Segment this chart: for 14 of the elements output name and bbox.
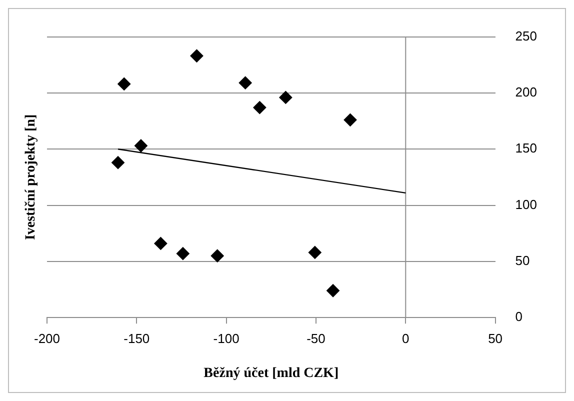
y-tick-label: 200 <box>515 84 538 100</box>
y-tick-label: 100 <box>515 196 538 212</box>
y-tick-label: 0 <box>515 309 523 324</box>
x-tick-label: -150 <box>124 330 150 346</box>
x-tick-label: 50 <box>488 330 503 346</box>
y-axis-title: Ivestiční projekty [n] <box>24 114 39 240</box>
x-axis-title: Běžný účet [mld CZK] <box>204 366 339 382</box>
x-tick-label: 0 <box>402 330 410 346</box>
y-tick-label: 250 <box>515 28 538 44</box>
y-tick-label: 50 <box>515 253 530 268</box>
x-tick-label: -100 <box>213 330 240 346</box>
x-tick-label: -200 <box>34 330 60 346</box>
x-tick-label: -50 <box>306 330 326 346</box>
y-tick-label: 150 <box>515 140 538 156</box>
